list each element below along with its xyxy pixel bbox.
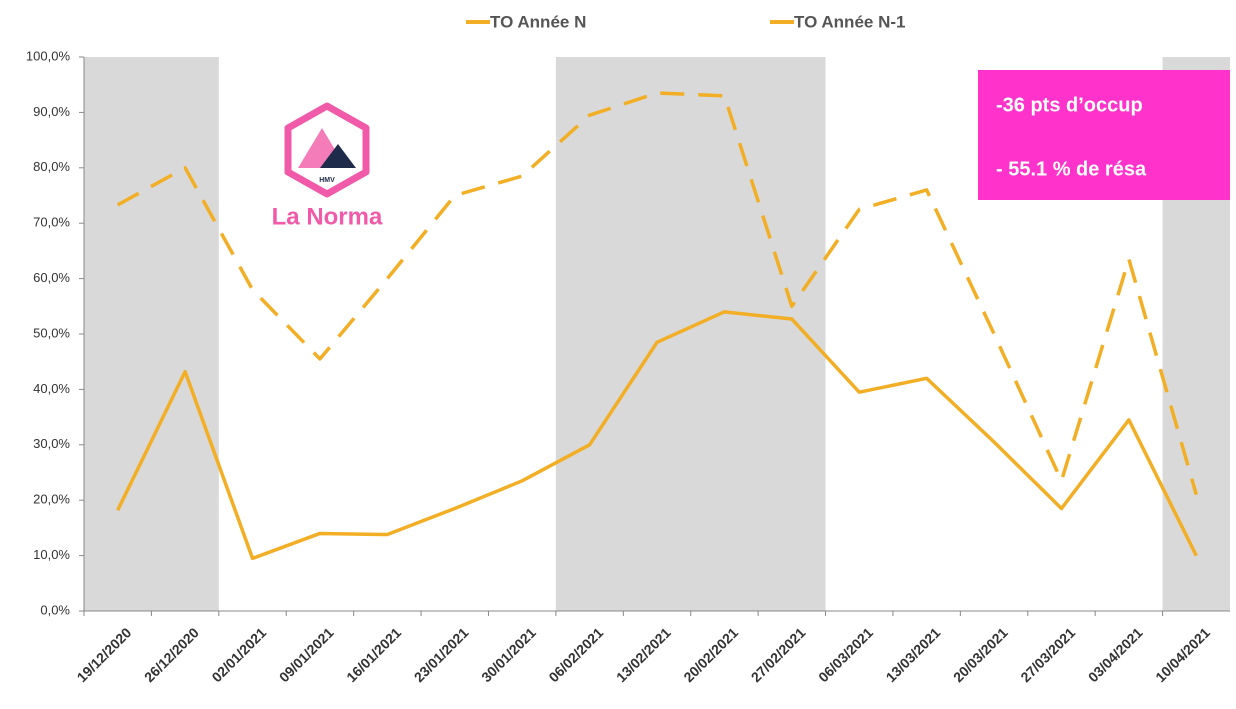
y-tick-label: 90,0% [33, 104, 70, 119]
y-tick-label: 70,0% [33, 215, 70, 230]
shaded-period [555, 57, 826, 611]
logo-badge: HMV [319, 177, 335, 184]
x-tick-label: 03/04/2021 [1085, 624, 1146, 685]
shading [84, 57, 1230, 611]
annotation: -36 pts d’occup [996, 94, 1143, 116]
logo-name: La Norma [272, 203, 383, 230]
x-tick-label: 30/01/2021 [478, 624, 539, 685]
y-tick-label: 10,0% [33, 547, 70, 562]
x-tick-label: 27/02/2021 [748, 624, 809, 685]
y-tick-label: 30,0% [33, 436, 70, 451]
x-tick-label: 23/01/2021 [411, 624, 472, 685]
x-tick-label: 20/02/2021 [680, 624, 741, 685]
logo: HMV La Norma [272, 102, 383, 230]
x-tick-label: 06/02/2021 [545, 624, 606, 685]
x-tick-label: 13/02/2021 [613, 624, 674, 685]
y-tick-label: 50,0% [33, 325, 70, 340]
y-tick-label: 60,0% [33, 270, 70, 285]
legend-label: TO Année N-1 [794, 12, 905, 31]
x-tick-label: 02/01/2021 [208, 624, 269, 685]
x-tick-label: 09/01/2021 [276, 624, 337, 685]
y-tick-label: 0,0% [40, 602, 70, 617]
annotation: - 55.1 % de résa [996, 158, 1147, 180]
legend-label: TO Année N [490, 12, 586, 31]
series-line [116, 91, 1198, 496]
annotation-box [978, 70, 1230, 200]
y-tick-label: 20,0% [33, 492, 70, 507]
x-tick-label: 10/04/2021 [1152, 624, 1213, 685]
x-tick-label: 13/03/2021 [883, 624, 944, 685]
x-tick-label: 20/03/2021 [950, 624, 1011, 685]
logo-mountain [320, 144, 356, 168]
y-tick-label: 80,0% [33, 159, 70, 174]
x-tick-label: 26/12/2020 [141, 624, 202, 685]
y-tick-label: 100,0% [26, 48, 71, 63]
x-tick-label: 16/01/2021 [343, 624, 404, 685]
shaded-period [84, 57, 219, 611]
y-tick-label: 40,0% [33, 381, 70, 396]
x-tick-label: 19/12/2020 [74, 624, 135, 685]
x-tick-label: 27/03/2021 [1017, 624, 1078, 685]
x-tick-label: 06/03/2021 [815, 624, 876, 685]
series-line [116, 310, 1198, 561]
